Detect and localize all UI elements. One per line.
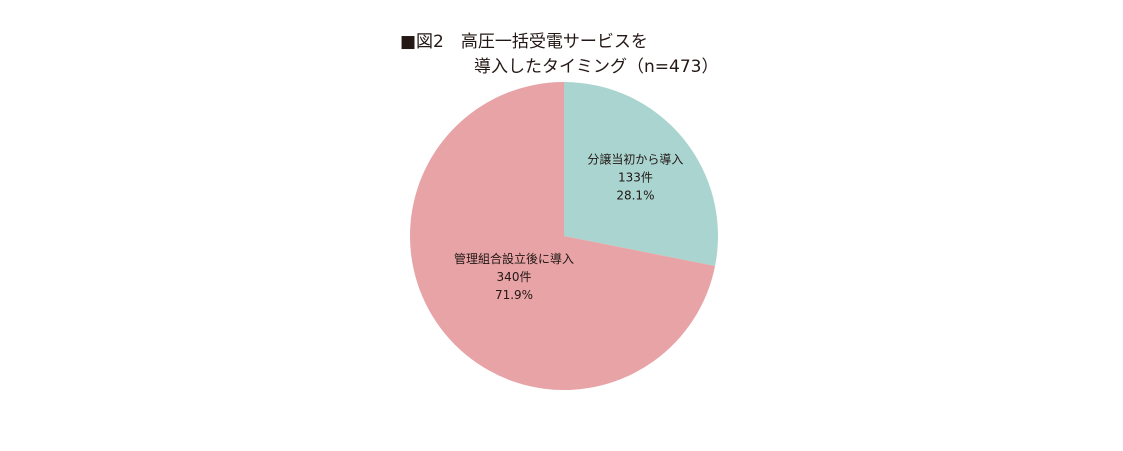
slice-label-percent: 71.9% [495,288,533,302]
pie-slices [409,82,718,391]
slice-label-count: 133件 [618,170,653,184]
pie-slice-first [564,82,718,266]
pie-labels: 分譲当初から導入 133件 28.1% 管理組合設立後に導入 340件 71.9% [454,151,683,302]
slice-label-percent: 28.1% [616,188,654,202]
slice-label-count: 340件 [497,270,532,284]
chart-title: ■図2 高圧一括受電サービスを 導入したタイミング（n=473） [400,30,718,80]
chart-title-line1: ■図2 高圧一括受電サービスを [400,32,648,52]
slice-label-name: 管理組合設立後に導入 [454,251,574,266]
slice-label-name: 分譲当初から導入 [587,151,683,166]
chart-title-line2: 導入したタイミング（n=473） [474,57,719,77]
pie-slice-second [409,82,716,391]
